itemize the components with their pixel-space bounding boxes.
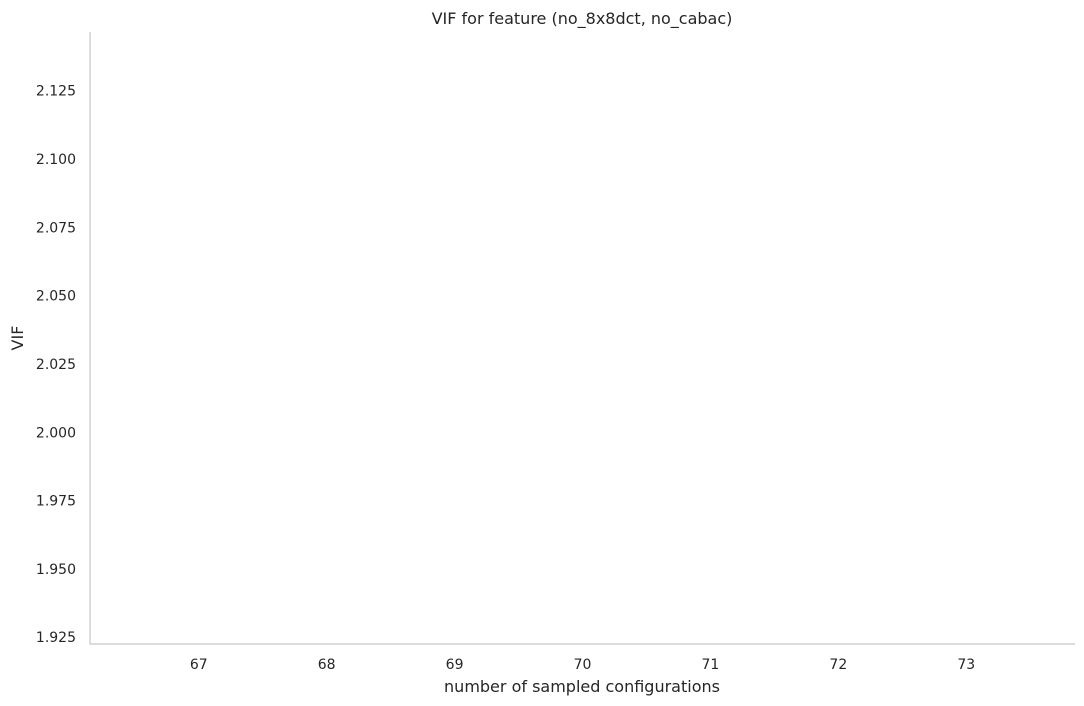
y-tick-label: 2.125 <box>36 84 76 100</box>
chart-title: VIF for feature (no_8x8dct, no_cabac) <box>432 9 733 29</box>
x-tick-label: 67 <box>190 657 208 673</box>
y-tick-label: 2.100 <box>36 152 76 168</box>
y-tick-label: 1.925 <box>36 630 76 646</box>
x-tick-label: 71 <box>702 657 720 673</box>
x-tick-label: 73 <box>957 657 975 673</box>
y-tick-label: 2.000 <box>36 425 76 441</box>
x-axis-label: number of sampled configurations <box>444 677 720 696</box>
x-tick-label: 70 <box>574 657 592 673</box>
plot-area <box>89 32 1075 645</box>
y-tick-label: 1.950 <box>36 562 76 578</box>
y-axis-label: VIF <box>8 326 27 351</box>
x-tick-label: 72 <box>829 657 847 673</box>
y-tick-label: 2.050 <box>36 289 76 305</box>
x-tick-labels: 67 68 69 70 71 72 73 <box>190 657 975 673</box>
y-tick-label: 2.025 <box>36 357 76 373</box>
x-tick-label: 69 <box>446 657 464 673</box>
x-tick-label: 68 <box>318 657 336 673</box>
y-tick-label: 2.075 <box>36 220 76 236</box>
y-tick-labels: 1.925 1.950 1.975 2.000 2.025 2.050 2.075 2.100… <box>36 84 76 646</box>
y-tick-label: 1.975 <box>36 494 76 510</box>
